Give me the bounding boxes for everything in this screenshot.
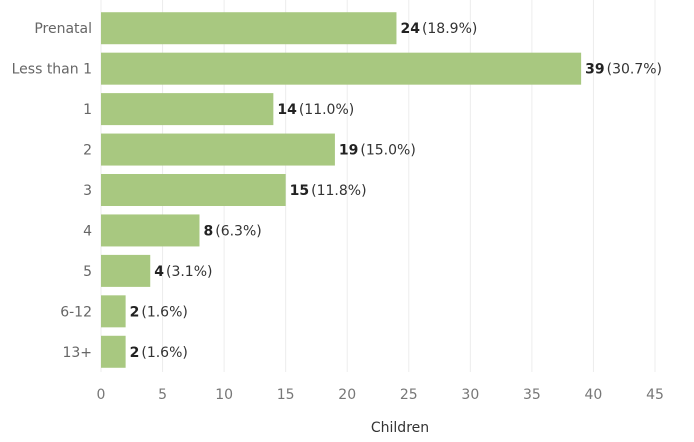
data-label-percent: (1.6%) [141, 304, 188, 320]
x-tick-label: 40 [585, 387, 603, 403]
bar-3[interactable] [101, 174, 286, 206]
category-label: Prenatal [34, 21, 92, 37]
x-tick-label: 10 [215, 387, 233, 403]
bar-5[interactable] [101, 254, 151, 287]
data-label: 4 (3.1%) [154, 264, 212, 280]
data-label: 2 (1.6%) [130, 304, 188, 320]
data-label-percent: (11.8%) [311, 183, 366, 199]
data-label-percent: (18.9%) [422, 21, 477, 37]
category-label: 5 [83, 264, 92, 280]
bar-layer [101, 12, 582, 368]
x-tick-label: 5 [158, 387, 167, 403]
data-label-percent: (1.6%) [141, 345, 188, 361]
data-label: 19 (15.0%) [339, 143, 416, 159]
x-axis-ticks: 0 5 10 15 20 25 30 35 40 45 [97, 387, 664, 403]
category-label: Less than 1 [12, 62, 92, 78]
category-label: 1 [83, 102, 92, 118]
x-tick-label: 0 [97, 387, 106, 403]
category-label: 3 [83, 183, 92, 199]
bar-13+[interactable] [101, 335, 126, 368]
data-label: 8 (6.3%) [203, 223, 261, 239]
x-axis-title: Children [371, 420, 429, 436]
category-labels: Prenatal Less than 1 1 2 3 4 5 6-12 13+ [12, 21, 92, 361]
x-tick-label: 30 [461, 387, 479, 403]
data-label-value: 14 [277, 102, 297, 118]
x-tick-label: 20 [338, 387, 356, 403]
data-label-value: 2 [130, 304, 140, 320]
data-label-percent: (15.0%) [360, 143, 415, 159]
data-label: 2 (1.6%) [130, 345, 188, 361]
category-label: 6-12 [60, 304, 92, 320]
x-tick-label: 25 [400, 387, 418, 403]
data-label-percent: (30.7%) [607, 62, 662, 78]
data-label-value: 2 [130, 345, 140, 361]
x-tick-label: 15 [277, 387, 295, 403]
bar-1[interactable] [101, 93, 274, 126]
category-label: 4 [83, 223, 92, 239]
bar-6-12[interactable] [101, 295, 126, 328]
data-label: 14 (11.0%) [277, 102, 354, 118]
x-tick-label: 35 [523, 387, 541, 403]
bar-less-than-1[interactable] [101, 52, 582, 85]
data-label-value: 8 [203, 223, 213, 239]
category-label: 13+ [62, 345, 92, 361]
data-label-value: 4 [154, 264, 164, 280]
value-labels: 24 (18.9%)39 (30.7%)14 (11.0%)19 (15.0%)15 (1… [130, 21, 662, 361]
data-label-value: 15 [290, 183, 309, 199]
category-label: 2 [83, 143, 92, 159]
data-label-percent: (11.0%) [299, 102, 354, 118]
data-label: 39 (30.7%) [585, 62, 662, 78]
data-label-value: 19 [339, 143, 358, 159]
bar-prenatal[interactable] [101, 12, 397, 45]
data-label-percent: (3.1%) [166, 264, 213, 280]
bar-2[interactable] [101, 133, 335, 166]
data-label: 24 (18.9%) [400, 21, 477, 37]
data-label: 15 (11.8%) [290, 183, 367, 199]
data-label-value: 24 [400, 21, 420, 37]
bar-4[interactable] [101, 214, 200, 247]
data-label-percent: (6.3%) [215, 223, 262, 239]
data-label-value: 39 [585, 62, 604, 78]
x-tick-label: 45 [646, 387, 664, 403]
